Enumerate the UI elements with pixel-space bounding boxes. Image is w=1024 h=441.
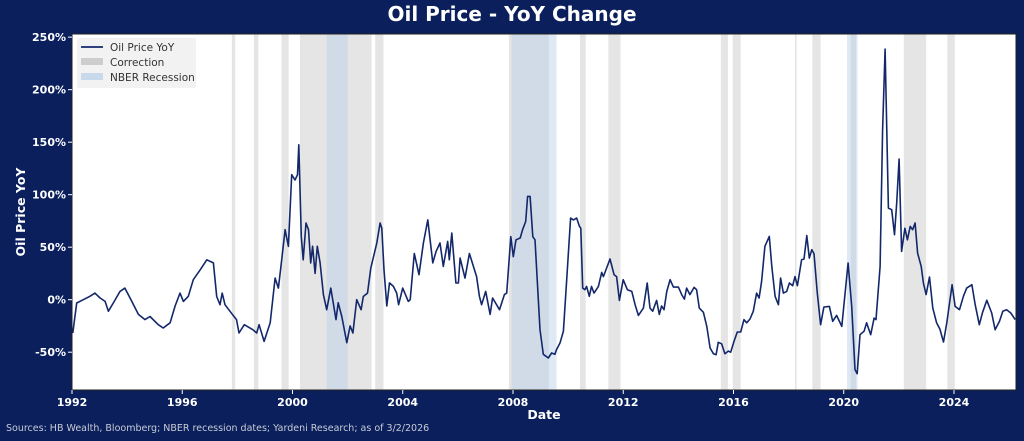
recession-band <box>511 34 557 390</box>
x-tick-label: 2012 <box>608 396 639 409</box>
correction-band <box>850 34 857 390</box>
y-tick-label: 0% <box>47 294 66 307</box>
correction-band <box>608 34 621 390</box>
correction-band <box>732 34 741 390</box>
correction-band <box>508 34 549 390</box>
correction-band <box>281 34 289 390</box>
x-tick-label: 2016 <box>718 396 749 409</box>
source-note: Sources: HB Wealth, Bloomberg; NBER rece… <box>6 423 430 434</box>
legend-recession-swatch <box>81 73 103 80</box>
plot-area <box>72 34 1016 390</box>
correction-band <box>579 34 586 390</box>
correction-band <box>794 34 797 390</box>
chart-title: Oil Price - YoY Change <box>387 2 637 26</box>
legend-correction-swatch <box>81 58 103 65</box>
x-tick-label: 2008 <box>498 396 529 409</box>
legend-entry: Oil Price YoY <box>110 42 175 54</box>
y-tick-label: 50% <box>40 241 66 254</box>
x-tick-label: 2000 <box>277 396 308 409</box>
y-tick-label: 150% <box>32 136 66 149</box>
correction-band <box>720 34 728 390</box>
x-tick-label: 2004 <box>387 396 418 409</box>
x-axis-label: Date <box>527 407 560 422</box>
recession-band <box>847 34 858 390</box>
correction-band <box>947 34 955 390</box>
x-tick-label: 2024 <box>939 396 970 409</box>
y-tick-label: 200% <box>32 84 66 97</box>
x-tick-label: 2020 <box>828 396 859 409</box>
x-tick-label: 1996 <box>167 396 198 409</box>
correction-band <box>375 34 384 390</box>
correction-band <box>812 34 821 390</box>
legend-box <box>77 38 196 88</box>
correction-band <box>253 34 259 390</box>
plot-frame <box>71 33 1017 391</box>
y-tick-label: 250% <box>32 31 66 44</box>
y-tick-label: -50% <box>35 346 66 359</box>
recession-band <box>326 34 348 390</box>
correction-band <box>231 34 236 390</box>
correction-band <box>299 34 372 390</box>
y-axis-label: Oil Price YoY <box>13 167 28 257</box>
correction-band <box>903 34 927 390</box>
legend-entry: Correction <box>110 57 164 69</box>
x-tick-label: 1992 <box>57 396 88 409</box>
oil-price-yoy-line <box>72 48 1016 375</box>
y-tick-label: 100% <box>32 189 66 202</box>
legend-entry: NBER Recession <box>110 72 195 84</box>
